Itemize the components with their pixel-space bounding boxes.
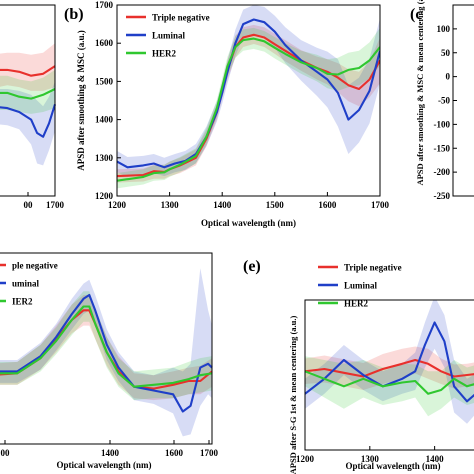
panel-label: (b) bbox=[64, 6, 84, 23]
legend-label-luminal: Luminal bbox=[344, 281, 378, 291]
series-line-her2 bbox=[0, 305, 213, 388]
panel-b: 1200 1300 1400 1500 1600 1700 1200 1300 1400 1500… bbox=[64, 0, 390, 228]
y-tick-label: 100 bbox=[437, 24, 451, 34]
band-luminal bbox=[117, 5, 380, 177]
x-tick-label: 00 bbox=[1, 448, 11, 458]
x-tick-label: 1600 bbox=[165, 448, 184, 458]
y-tick-label: 0 bbox=[446, 72, 451, 82]
series-line-her2 bbox=[305, 370, 474, 395]
series-line-triple-negative bbox=[0, 65, 56, 77]
x-tick-label: 1400 bbox=[426, 454, 445, 464]
x-tick-label: 1600 bbox=[318, 200, 337, 210]
legend-label-triple-negative: ple negative bbox=[12, 261, 58, 271]
legend-label-her2: HER2 bbox=[344, 299, 369, 309]
x-tick-label: 1200 bbox=[296, 454, 315, 464]
x-axis-label: Optical wavelength (nm) bbox=[57, 460, 152, 470]
series-line-triple-negative bbox=[305, 358, 474, 378]
x-tick-label: 1700 bbox=[371, 200, 390, 210]
legend-label-her2: IER2 bbox=[12, 297, 33, 307]
axes-frame bbox=[0, 252, 213, 445]
y-tick-label: 1400 bbox=[95, 115, 114, 125]
legend: Triple negative Luminal HER2 bbox=[318, 263, 402, 309]
legend: Triple negative Luminal HER2 bbox=[126, 13, 210, 59]
x-tick-label: 00 bbox=[24, 200, 34, 210]
x-tick-label: 1300 bbox=[161, 200, 180, 210]
y-tick-label: -200 bbox=[434, 167, 451, 177]
legend-label-triple-negative: Triple negative bbox=[152, 13, 210, 23]
panel-d: 00 1400 1600 1700 Optical wavelength (nm) ple… bbox=[0, 252, 219, 470]
series-line-luminal bbox=[305, 321, 474, 403]
band-triple-negative bbox=[0, 43, 55, 91]
axes-frame bbox=[304, 299, 474, 451]
legend-label-her2: HER2 bbox=[152, 49, 177, 59]
y-tick-label: -150 bbox=[434, 143, 451, 153]
y-tick-label: 50 bbox=[441, 48, 451, 58]
y-axis-label: APSD after smoothing & MSC (a.u.) bbox=[76, 30, 86, 171]
band-her2 bbox=[0, 69, 55, 114]
y-tick-label: 1500 bbox=[95, 76, 114, 86]
y-tick-label: 1700 bbox=[95, 0, 114, 10]
panel-c: 100 50 0 -50 -100 -150 -200 -250 APSD after smoo… bbox=[410, 0, 474, 201]
series-line-her2 bbox=[117, 37, 380, 182]
series-line-luminal bbox=[0, 293, 213, 413]
panel-a: 00 1700 bbox=[0, 4, 65, 210]
legend-label-triple-negative: Triple negative bbox=[344, 263, 402, 273]
panel-label: (c bbox=[410, 6, 422, 23]
y-axis-label: APSD after S-G 1st & mean centering (a.u… bbox=[288, 315, 298, 474]
series-line-luminal bbox=[117, 18, 380, 169]
band-her2 bbox=[0, 291, 212, 401]
band-luminal bbox=[0, 81, 55, 166]
panel-label: (e) bbox=[243, 258, 261, 275]
x-tick-label: 1200 bbox=[108, 200, 127, 210]
x-axis-label: Optical wavelength (nm) bbox=[201, 218, 296, 228]
y-tick-label: -50 bbox=[438, 96, 450, 106]
plot-area bbox=[117, 5, 380, 189]
axes-frame bbox=[0, 4, 56, 197]
band-her2 bbox=[305, 356, 474, 417]
x-tick-label: 1300 bbox=[361, 454, 380, 464]
x-tick-label: 1500 bbox=[266, 200, 285, 210]
y-tick-label: 1300 bbox=[95, 153, 114, 163]
x-tick-label: 1400 bbox=[101, 448, 120, 458]
band-triple-negative bbox=[117, 24, 380, 183]
y-tick-label: -100 bbox=[434, 119, 451, 129]
x-axis-label: Optical wavelength (nm) bbox=[346, 461, 441, 471]
plot-area bbox=[0, 43, 57, 166]
series-line-luminal bbox=[0, 103, 57, 138]
y-axis-label: APSD after smoothing & MSC & mean center… bbox=[415, 0, 425, 186]
y-tick-label: -250 bbox=[434, 191, 451, 201]
x-tick-label: 1700 bbox=[200, 448, 219, 458]
legend-label-luminal: uminal bbox=[12, 279, 40, 289]
y-tick-label: 1200 bbox=[95, 191, 114, 201]
plot-area bbox=[305, 300, 474, 424]
axes-frame bbox=[116, 4, 381, 197]
x-tick-label: 1400 bbox=[213, 200, 232, 210]
legend: ple negative uminal IER2 bbox=[0, 261, 58, 307]
legend-label-luminal: Luminal bbox=[152, 31, 186, 41]
series-line-her2 bbox=[0, 88, 56, 100]
plot-area bbox=[0, 268, 213, 437]
y-tick-label: 1600 bbox=[95, 38, 114, 48]
x-tick-label: 1700 bbox=[46, 200, 65, 210]
